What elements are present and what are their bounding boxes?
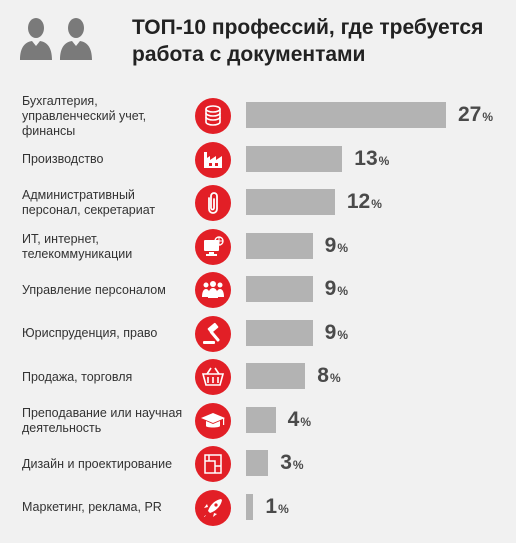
data-label-unit: % xyxy=(378,153,390,168)
data-label-unit: % xyxy=(371,197,382,211)
chart-row: Юриспруденция, право 9% xyxy=(0,314,516,354)
category-label: Административный персонал, секретариат xyxy=(22,188,156,217)
data-label-unit: % xyxy=(300,414,311,429)
chart-row: Маркетинг, реклама, PR 1% xyxy=(0,488,516,528)
category-label: ИТ, интернет, телекоммуникации xyxy=(22,231,133,261)
people-icon xyxy=(20,18,92,60)
chart-row: ИТ, интернет, телекоммуникации 9% xyxy=(0,227,516,267)
bar xyxy=(246,363,306,389)
data-label-value: 27 xyxy=(458,103,482,126)
data-label: 4% xyxy=(288,405,311,435)
bar xyxy=(246,406,276,433)
chart-row: Бухгалтерия, управленческий учет, финанс… xyxy=(0,93,516,138)
data-label-value: 3 xyxy=(280,451,292,474)
category-label: Продажа, торговля xyxy=(22,369,133,384)
data-label-unit: % xyxy=(329,371,341,385)
graduation-cap-icon xyxy=(195,402,231,439)
data-label-value: 12 xyxy=(346,190,371,213)
data-label: 8% xyxy=(317,361,340,391)
chart-row: Преподавание или научная деятельность 4% xyxy=(0,401,516,441)
rocket-icon xyxy=(195,489,231,526)
data-label-value: 1 xyxy=(265,494,278,518)
data-label-value: 9 xyxy=(324,320,337,344)
category-label: Производство xyxy=(22,152,104,166)
category-label: Юриспруденция, право xyxy=(22,326,158,340)
chart-row: Управление персоналом 9% xyxy=(0,270,516,310)
data-label: 3% xyxy=(280,448,303,478)
data-label-unit: % xyxy=(278,501,289,516)
data-label: 1% xyxy=(265,492,288,522)
bar xyxy=(246,145,343,172)
basket-icon xyxy=(195,359,231,395)
data-label: 27% xyxy=(458,100,493,130)
chart-row: Продажа, торговля 8% xyxy=(0,357,516,397)
category-label: Управление персоналом xyxy=(22,282,166,297)
gavel-icon xyxy=(195,315,231,352)
bar xyxy=(246,450,269,476)
data-label-value: 9 xyxy=(324,277,337,300)
data-label: 9% xyxy=(325,274,348,304)
data-label-value: 13 xyxy=(354,146,378,170)
chart-row: Административный персонал, секретариат 12… xyxy=(0,183,516,223)
data-label-value: 8 xyxy=(317,364,329,387)
bar xyxy=(246,189,335,215)
category-label: Маркетинг, реклама, PR xyxy=(22,500,162,514)
blueprint-icon xyxy=(195,446,231,482)
people-group-icon xyxy=(195,272,231,308)
header: ТОП-10 профессий, где требуется работа с… xyxy=(0,0,516,90)
category-label: Бухгалтерия, управленческий учет, финанс… xyxy=(22,93,147,138)
bar xyxy=(246,102,446,128)
coins-icon xyxy=(195,98,231,134)
bar xyxy=(246,276,313,302)
data-label: 12% xyxy=(347,187,382,217)
data-label-unit: % xyxy=(482,110,494,124)
data-label: 13% xyxy=(354,144,389,174)
data-label-value: 9 xyxy=(324,233,337,257)
category-label: Преподавание или научная деятельность xyxy=(22,405,183,435)
data-label-value: 4 xyxy=(287,407,300,431)
bar xyxy=(246,319,313,346)
chart-row: Производство 13% xyxy=(0,140,516,180)
data-label-unit: % xyxy=(337,284,349,298)
chart-row: Дизайн и проектирование 3% xyxy=(0,444,516,484)
factory-icon xyxy=(195,141,231,178)
category-label: Дизайн и проектирование xyxy=(22,456,173,471)
paperclip-icon xyxy=(195,185,231,221)
computer-icon xyxy=(195,228,231,265)
data-label-unit: % xyxy=(292,458,304,472)
bar xyxy=(246,232,313,259)
data-label-unit: % xyxy=(337,327,349,342)
data-label: 9% xyxy=(325,231,348,261)
bar xyxy=(246,493,254,520)
data-label: 9% xyxy=(325,318,348,348)
page-title: ТОП-10 профессий, где требуется работа с… xyxy=(132,16,484,66)
data-label-unit: % xyxy=(337,240,349,255)
